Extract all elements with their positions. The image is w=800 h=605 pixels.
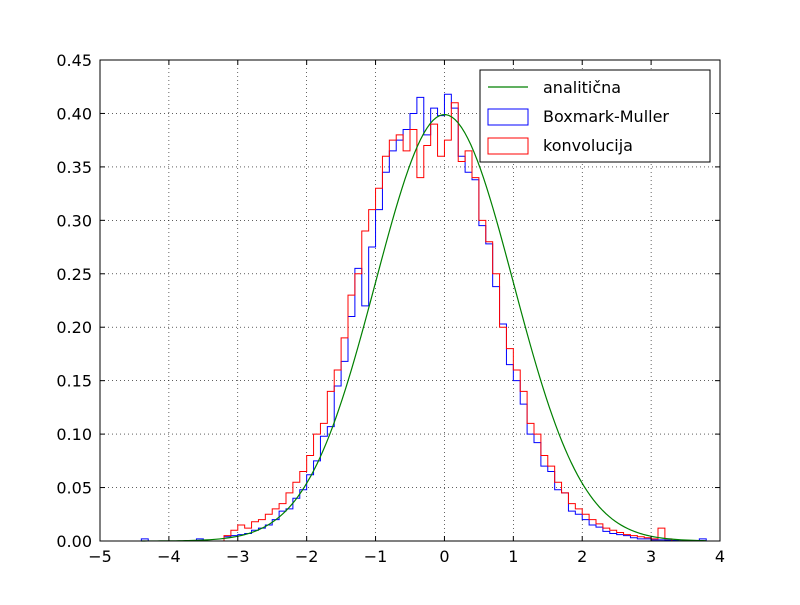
- x-tick-label: −3: [226, 547, 250, 566]
- legend-label: konvolucija: [543, 136, 633, 155]
- x-tick-label: 0: [439, 547, 449, 566]
- legend: analitična Boxmark-Muller konvolucija: [479, 69, 711, 163]
- axis-ticks: [99, 59, 721, 542]
- series-konvolucija: [223, 102, 673, 541]
- legend-box: [479, 69, 711, 163]
- y-tick-label: 0.45: [56, 51, 92, 70]
- legend-label: Boxmark-Muller: [543, 107, 669, 126]
- y-tick-label: 0.10: [56, 425, 92, 444]
- legend-label: analitična: [543, 78, 621, 97]
- series-boxmark-muller: [140, 93, 707, 542]
- legend-item: Boxmark-Muller: [487, 107, 669, 126]
- y-tick-label: 0.20: [56, 318, 92, 337]
- x-tick-label: 2: [577, 547, 587, 566]
- x-axis-labels: −5 −4 −3 −2 −1 0 1 2 3 4: [88, 547, 725, 566]
- x-tick-label: 1: [508, 547, 518, 566]
- x-tick-label: −2: [295, 547, 319, 566]
- density-curve: [141, 114, 707, 542]
- y-tick-label: 0.25: [56, 265, 92, 284]
- y-axis-labels: 0.00 0.05 0.10 0.15 0.20 0.25 0.30 0.35 0.40 0.45: [56, 51, 92, 551]
- histogram-step-line: [223, 102, 673, 541]
- legend-item: konvolucija: [487, 136, 633, 155]
- legend-box-swatch: [487, 108, 529, 126]
- y-tick-label: 0.05: [56, 479, 92, 498]
- histogram-step-line: [140, 93, 707, 542]
- plot-area-frame: [99, 59, 721, 542]
- x-tick-label: −1: [364, 547, 388, 566]
- y-tick-label: 0.35: [56, 158, 92, 177]
- x-tick-label: 4: [715, 547, 725, 566]
- legend-item: analitična: [488, 78, 621, 97]
- series-analiti-na: [141, 114, 707, 542]
- x-tick-label: −5: [88, 547, 112, 566]
- legend-box-swatch: [487, 137, 529, 155]
- y-tick-label: 0.40: [56, 104, 92, 123]
- y-tick-label: 0.15: [56, 372, 92, 391]
- y-tick-label: 0.00: [56, 532, 92, 551]
- series-group: [140, 93, 707, 542]
- x-tick-label: −4: [157, 547, 181, 566]
- y-tick-label: 0.30: [56, 211, 92, 230]
- x-tick-label: 3: [646, 547, 656, 566]
